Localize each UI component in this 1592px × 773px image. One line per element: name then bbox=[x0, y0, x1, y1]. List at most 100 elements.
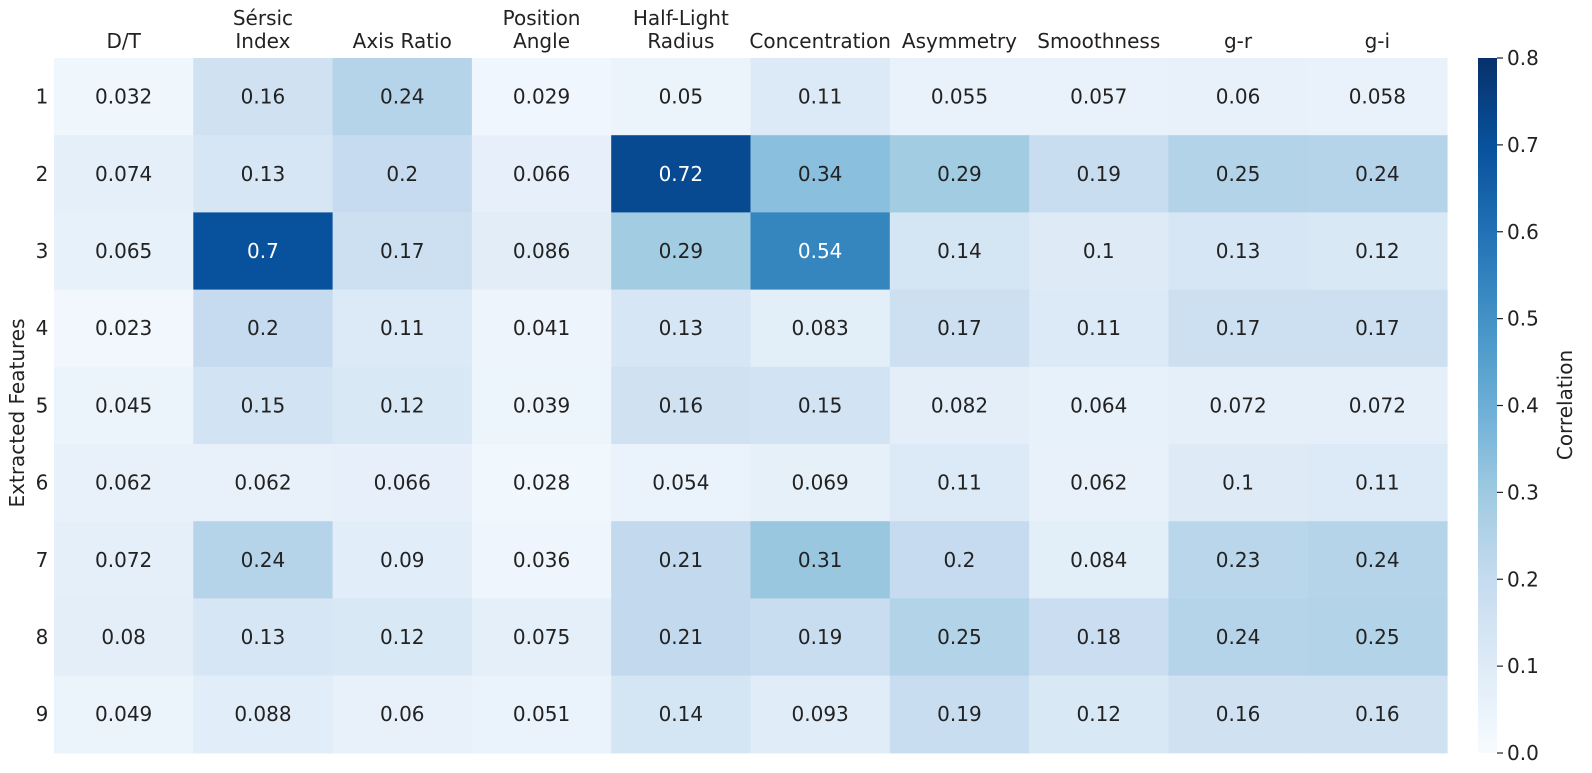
cell-value-label: 0.11 bbox=[937, 471, 982, 495]
column-label: Concentration bbox=[749, 29, 890, 53]
cell-value-label: 0.18 bbox=[1076, 625, 1121, 649]
cell-value-label: 0.14 bbox=[659, 702, 704, 726]
row-label: 1 bbox=[36, 85, 49, 109]
cell-value-label: 0.11 bbox=[1076, 316, 1121, 340]
heatmap-cell bbox=[471, 598, 612, 677]
heatmap-cell bbox=[1168, 675, 1309, 754]
cell-value-label: 0.24 bbox=[380, 85, 425, 109]
cell-value-label: 0.036 bbox=[513, 548, 570, 572]
cell-value-label: 0.12 bbox=[1076, 702, 1121, 726]
heatmap-cell bbox=[889, 135, 1030, 213]
cell-value-label: 0.16 bbox=[659, 393, 704, 417]
column-label: Sérsic bbox=[233, 6, 293, 30]
heatmap-cell bbox=[611, 444, 752, 522]
cell-value-label: 0.16 bbox=[1355, 702, 1400, 726]
cell-value-label: 0.072 bbox=[1349, 393, 1406, 417]
cell-value-label: 0.083 bbox=[792, 316, 849, 340]
heatmap-cell bbox=[54, 58, 194, 136]
cell-value-label: 0.05 bbox=[659, 85, 704, 109]
cell-value-label: 0.17 bbox=[380, 239, 425, 263]
cell-value-label: 0.21 bbox=[659, 548, 704, 572]
cell-value-label: 0.074 bbox=[95, 162, 152, 186]
cell-value-label: 0.062 bbox=[234, 471, 291, 495]
cell-value-label: 0.34 bbox=[798, 162, 843, 186]
heatmap-cell bbox=[471, 135, 612, 213]
heatmap-cell bbox=[1307, 521, 1448, 599]
heatmap-cell bbox=[54, 366, 194, 445]
cell-value-label: 0.12 bbox=[380, 393, 425, 417]
cell-value-label: 0.29 bbox=[659, 239, 704, 263]
heatmap-cell bbox=[611, 521, 752, 599]
heatmap-cell bbox=[611, 289, 752, 368]
heatmap-cell bbox=[889, 289, 1030, 368]
heatmap-cell bbox=[332, 135, 473, 213]
heatmap-cell bbox=[1029, 444, 1169, 522]
heatmap-cell bbox=[611, 212, 752, 291]
cell-value-label: 0.08 bbox=[101, 625, 146, 649]
colorbar-tick-label: 0.7 bbox=[1507, 133, 1539, 157]
heatmap-cell bbox=[889, 366, 1030, 445]
colorbar-tick-label: 0.1 bbox=[1507, 654, 1539, 678]
cell-value-label: 0.062 bbox=[1070, 471, 1127, 495]
colorbar-tick-label: 0.2 bbox=[1507, 567, 1539, 591]
cell-value-label: 0.11 bbox=[1355, 471, 1400, 495]
column-label: Axis Ratio bbox=[353, 29, 452, 53]
heatmap-cell bbox=[1029, 58, 1169, 136]
column-label: Smoothness bbox=[1037, 29, 1160, 53]
cell-value-label: 0.09 bbox=[380, 548, 425, 572]
heatmap-cell bbox=[193, 366, 334, 445]
cell-value-label: 0.15 bbox=[798, 393, 843, 417]
cell-value-label: 0.051 bbox=[513, 702, 570, 726]
cell-value-label: 0.2 bbox=[944, 548, 976, 572]
cell-value-label: 0.041 bbox=[513, 316, 570, 340]
cell-value-label: 0.032 bbox=[95, 85, 152, 109]
column-label: Radius bbox=[647, 29, 714, 53]
colorbar bbox=[1478, 58, 1497, 753]
row-label: 6 bbox=[36, 471, 49, 495]
heatmap-cell bbox=[1307, 444, 1448, 522]
heatmap-cell bbox=[471, 366, 612, 445]
cell-value-label: 0.13 bbox=[241, 625, 286, 649]
heatmap-cell bbox=[889, 58, 1030, 136]
cell-value-label: 0.088 bbox=[234, 702, 291, 726]
cell-value-label: 0.065 bbox=[95, 239, 152, 263]
heatmap-cell bbox=[750, 366, 891, 445]
heatmap-cell bbox=[611, 675, 752, 754]
heatmap-cell bbox=[750, 675, 891, 754]
cell-value-label: 0.21 bbox=[659, 625, 704, 649]
heatmap-cell bbox=[471, 675, 612, 754]
heatmap-cell bbox=[471, 212, 612, 291]
heatmap-cell bbox=[611, 598, 752, 677]
heatmap-cell bbox=[1029, 212, 1169, 291]
heatmap-cell bbox=[54, 598, 194, 677]
cell-value-label: 0.039 bbox=[513, 393, 570, 417]
cell-value-label: 0.11 bbox=[380, 316, 425, 340]
cell-value-label: 0.24 bbox=[241, 548, 286, 572]
cell-value-label: 0.055 bbox=[931, 85, 988, 109]
cell-value-label: 0.16 bbox=[1216, 702, 1261, 726]
heatmap-cell bbox=[332, 58, 473, 136]
cell-value-label: 0.066 bbox=[374, 471, 431, 495]
heatmap-cell bbox=[1168, 289, 1309, 368]
cell-value-label: 0.075 bbox=[513, 625, 570, 649]
row-labels: 1 2 3 4 5 6 7 8 9 bbox=[36, 85, 49, 727]
row-label: 9 bbox=[36, 702, 49, 726]
heatmap-cell bbox=[332, 289, 473, 368]
cell-value-label: 0.16 bbox=[241, 85, 286, 109]
cell-value-label: 0.24 bbox=[1355, 162, 1400, 186]
heatmap-cell bbox=[54, 135, 194, 213]
cell-value-label: 0.54 bbox=[798, 239, 843, 263]
heatmap-cell bbox=[54, 675, 194, 754]
colorbar-ticks: 0.0 0.1 0.2 0.3 0.4 0.5 0.6 0.7 0.8 bbox=[1497, 46, 1539, 765]
heatmap-cell bbox=[193, 135, 334, 213]
cell-value-label: 0.084 bbox=[1070, 548, 1127, 572]
heatmap-cell bbox=[889, 598, 1030, 677]
heatmap-cell bbox=[1168, 212, 1309, 291]
column-label: Asymmetry bbox=[902, 29, 1017, 53]
colorbar-tick-label: 0.5 bbox=[1507, 307, 1539, 331]
cell-value-label: 0.25 bbox=[937, 625, 982, 649]
heatmap-cell bbox=[889, 444, 1030, 522]
heatmap-cell bbox=[889, 675, 1030, 754]
heatmap-cell bbox=[750, 135, 891, 213]
